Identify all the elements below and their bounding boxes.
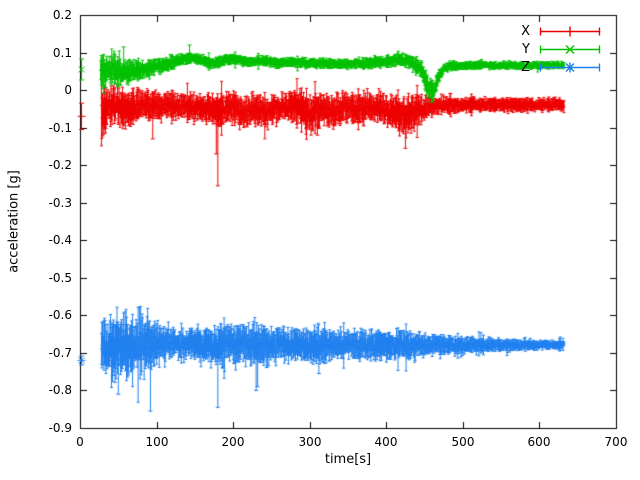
legend: X Y Z <box>521 22 602 76</box>
legend-label-z: Z <box>521 59 530 75</box>
legend-sample-errorbar-plus-icon <box>539 26 601 36</box>
legend-label-x: X <box>521 23 530 39</box>
legend-entry-z: Z <box>521 58 602 76</box>
y-tick-label: -0.1 <box>48 121 72 135</box>
x-tick-label: 300 <box>298 435 322 449</box>
y-tick-label: -0.9 <box>48 421 72 435</box>
x-tick-label: 600 <box>527 435 551 449</box>
x-tick-label: 500 <box>451 435 475 449</box>
x-axis-title: time[s] <box>324 452 372 467</box>
legend-label-y: Y <box>522 41 530 57</box>
y-tick-label: 0 <box>64 83 72 97</box>
legend-sample-errorbar-asterisk-icon <box>539 62 601 72</box>
y-tick-label: -0.5 <box>48 271 72 285</box>
y-tick-label: -0.3 <box>48 196 72 210</box>
legend-entry-y: Y <box>521 40 602 58</box>
y-tick-label: -0.6 <box>48 308 72 322</box>
x-tick-label: 200 <box>221 435 245 449</box>
y-tick-label: -0.4 <box>48 233 72 247</box>
y-tick-label: 0.2 <box>52 8 72 22</box>
x-tick-label: 400 <box>374 435 398 449</box>
y-tick-label: -0.2 <box>48 158 72 172</box>
x-tick-label: 700 <box>604 435 628 449</box>
y-tick-label: -0.7 <box>48 346 72 360</box>
y-tick-label: 0.1 <box>52 46 72 60</box>
x-tick-label: 0 <box>76 435 84 449</box>
legend-entry-x: X <box>521 22 602 40</box>
y-tick-label: -0.8 <box>48 383 72 397</box>
legend-sample-errorbar-times-icon <box>539 44 601 54</box>
y-axis-title: acceleration [g] <box>6 170 22 273</box>
x-tick-label: 100 <box>145 435 169 449</box>
